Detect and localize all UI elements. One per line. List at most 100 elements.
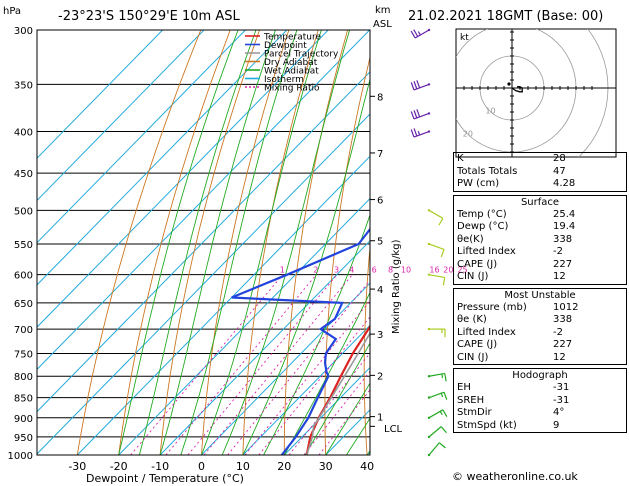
temperature-tick-label: -10	[151, 460, 169, 473]
mixing-ratio-line	[130, 274, 284, 455]
index-row: StmDir 4°	[454, 407, 626, 420]
isotherm-line	[37, 30, 288, 286]
pressure-tick-label: 750	[14, 349, 33, 360]
isotherm-line	[76, 155, 370, 455]
legend-label: Parcel Trajectory	[264, 50, 339, 60]
pressure-tick-label: 500	[14, 206, 33, 217]
indices-panel: K 28 Totals Totals 47 PW (cm) 4.28 Surface Te…	[453, 152, 627, 436]
km-tick-label: 5	[377, 237, 383, 248]
index-label: Temp (°C)	[457, 208, 507, 220]
index-value: -31	[553, 394, 570, 406]
pressure-tick-label: 700	[14, 325, 33, 336]
hodograph-ring-label: 10	[485, 107, 495, 116]
dry-adiabat-line	[159, 30, 260, 455]
wind-barb	[410, 28, 431, 39]
mixing-ratio-label: 10	[401, 266, 411, 275]
index-value: 1012	[553, 301, 579, 313]
wind-barb-half	[440, 392, 444, 398]
km-axis: 8 7 6 5 4 3 2 1	[370, 92, 383, 427]
x-axis-title: Dewpoint / Temperature (°C)	[86, 472, 244, 485]
wind-barb	[427, 209, 444, 226]
legend-label: Temperature	[263, 33, 321, 43]
most-unstable-title: Most Unstable	[504, 289, 576, 301]
pressure-tick-label: 400	[14, 128, 33, 139]
km-tick-label: 1	[377, 413, 383, 424]
index-row: θe(K) 338	[454, 234, 626, 247]
wind-barb	[427, 442, 446, 457]
wind-barb-staff	[428, 391, 445, 399]
wind-barb-base	[427, 273, 431, 276]
km-tick-label: 7	[377, 149, 383, 160]
wind-barb	[427, 391, 448, 400]
index-value: 9	[553, 419, 560, 431]
temperature-axis: -30 -20 -10 0 10 20 30 40	[68, 460, 374, 473]
index-value: 338	[553, 233, 573, 245]
wind-barb-base	[427, 28, 431, 32]
isotherm-line	[283, 366, 370, 455]
hodograph-ring-label: 20	[463, 129, 473, 138]
index-row: PW (cm) 4.28	[454, 178, 626, 191]
most-unstable-box: Most Unstable Pressure (mb) 1012 θe (K) 338…	[453, 287, 627, 365]
index-label: CIN (J)	[457, 271, 489, 282]
wind-barb-flag	[442, 277, 446, 286]
mixing-ratio-label: 4	[349, 266, 354, 275]
wind-barb-flag	[443, 391, 448, 400]
pressure-tick-label: 850	[14, 394, 33, 405]
wind-barb	[427, 273, 446, 286]
wind-barb-flag	[438, 218, 444, 226]
isotherm-line	[159, 240, 370, 455]
pressure-tick-label: 900	[14, 414, 33, 425]
mixing-ratio-axis-title: Mixing Ratio (g/kg)	[391, 239, 402, 334]
mixing-ratio-label: 1	[280, 266, 285, 275]
wind-barb-base	[427, 327, 431, 331]
temperature-tick-label: 30	[319, 460, 333, 473]
km-tick-label: 8	[377, 92, 383, 103]
wind-barb-staff	[428, 409, 444, 419]
index-value: 227	[553, 339, 573, 350]
wind-barb-flag	[410, 111, 415, 120]
mixing-ratio-label: 6	[372, 266, 377, 275]
km-tick-label: 6	[377, 196, 383, 207]
pressure-tick-label: 550	[14, 240, 33, 251]
index-row: CAPE (J) 227	[454, 339, 626, 352]
index-row: CIN (J) 12	[454, 271, 626, 284]
location-title: -23°23'S 150°29'E 10m ASL	[58, 9, 240, 24]
datetime-title: 21.02.2021 18GMT (Base: 00)	[408, 9, 603, 24]
wind-barb	[410, 80, 431, 91]
index-row: Lifted Index -2	[454, 327, 626, 340]
wind-barb	[410, 128, 431, 138]
index-label: CIN (J)	[457, 351, 489, 363]
temperature-tick-label: 0	[198, 460, 205, 473]
wind-barb	[427, 242, 445, 258]
index-row: CIN (J) 12	[454, 352, 626, 365]
legend-label: Dewpoint	[264, 41, 307, 51]
indices-top-box: K 28 Totals Totals 47 PW (cm) 4.28	[453, 152, 627, 192]
wet-adiabat-line	[283, 291, 370, 455]
hodograph-unit: kt	[460, 33, 469, 43]
mixing-ratio-labels: 1 2 3 4 6 8 10 16 20 25	[280, 266, 468, 275]
wind-barb-flag	[410, 129, 415, 138]
profile-lines	[231, 227, 370, 455]
background-grid	[37, 30, 370, 455]
pressure-tick-label: 950	[14, 433, 33, 444]
dry-adiabat-line	[76, 30, 202, 455]
index-row: Pressure (mb) 1012	[454, 302, 626, 315]
index-row: EH -31	[454, 382, 626, 395]
mixing-ratio-label: 25	[457, 266, 467, 275]
index-value: -2	[553, 326, 563, 338]
index-row: StmSpd (kt) 9	[454, 420, 626, 433]
isotherm-line	[37, 30, 205, 202]
wind-barb-staff	[414, 29, 430, 39]
wind-barb-half	[441, 373, 444, 379]
index-value: 227	[553, 258, 573, 270]
wind-barb-staff	[428, 274, 445, 279]
mixing-ratio-line	[288, 352, 370, 455]
pressure-tick-label: 300	[14, 26, 33, 37]
index-label: K	[457, 153, 464, 164]
mixing-ratio-line	[187, 274, 338, 455]
isotherm-line	[242, 324, 370, 455]
wet-adiabat-line	[118, 30, 239, 455]
index-row: K 28	[454, 153, 626, 166]
wind-barb-flag	[413, 128, 418, 137]
mixing-ratio-line	[165, 274, 317, 455]
